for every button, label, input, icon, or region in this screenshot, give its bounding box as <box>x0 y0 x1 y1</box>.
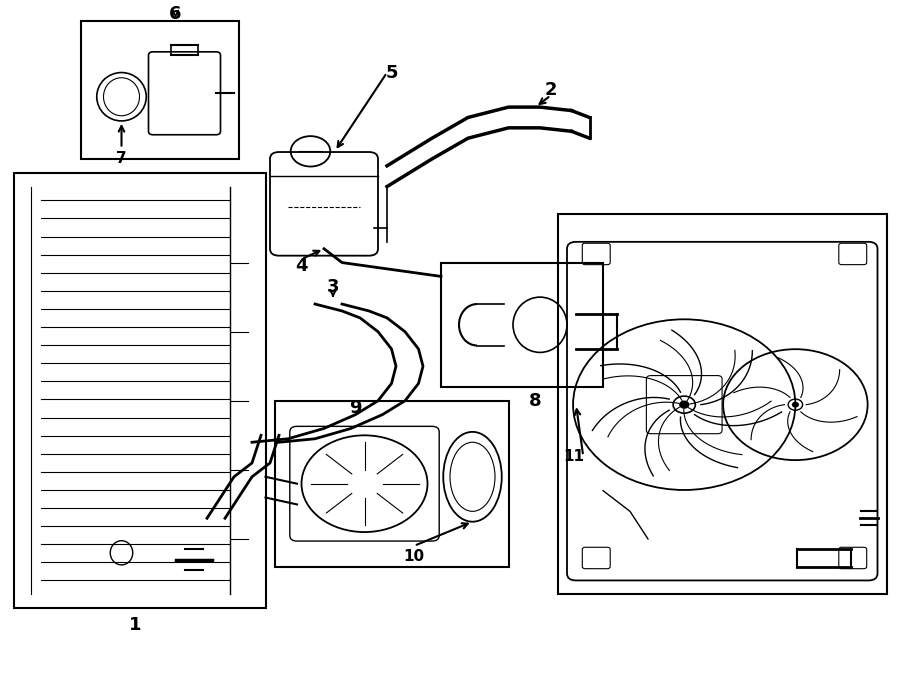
Text: 11: 11 <box>563 448 585 464</box>
Text: 9: 9 <box>349 399 362 417</box>
Text: 3: 3 <box>327 278 339 296</box>
Bar <box>441 263 603 387</box>
Text: 4: 4 <box>295 257 308 275</box>
Bar <box>81 21 239 159</box>
Bar <box>14 173 266 608</box>
Text: 10: 10 <box>403 549 425 564</box>
Circle shape <box>793 402 798 407</box>
Bar <box>558 214 886 594</box>
Text: 1: 1 <box>129 616 141 634</box>
Text: 7: 7 <box>116 151 127 167</box>
Text: 5: 5 <box>385 64 398 82</box>
Text: 6: 6 <box>169 5 182 23</box>
Text: 2: 2 <box>544 81 557 99</box>
Text: 8: 8 <box>529 392 542 410</box>
Bar <box>274 401 508 567</box>
Circle shape <box>680 401 688 408</box>
